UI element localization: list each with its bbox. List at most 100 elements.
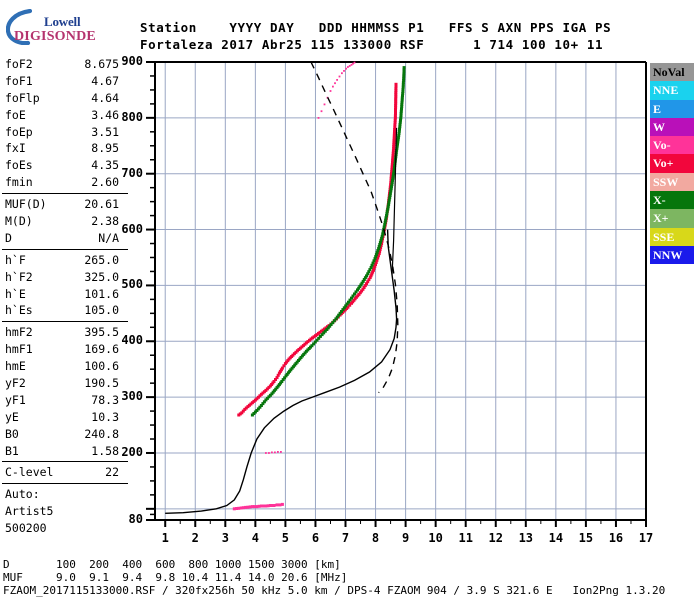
data-point bbox=[393, 128, 397, 131]
x-axis-tick-label: 2 bbox=[191, 531, 199, 545]
param-row: C-level 22 bbox=[0, 464, 132, 481]
data-point bbox=[257, 504, 261, 508]
param-name: yE bbox=[5, 409, 19, 424]
data-point bbox=[328, 324, 332, 328]
data-point bbox=[282, 364, 286, 368]
y-axis-tick-label: 400 bbox=[121, 333, 143, 348]
legend-item-nne[interactable]: NNE bbox=[650, 81, 694, 100]
data-point bbox=[265, 452, 267, 454]
data-point bbox=[331, 321, 335, 325]
station-value-row: Fortaleza 2017 Abr25 115 133000 RSF 1 71… bbox=[140, 37, 604, 52]
data-point bbox=[365, 274, 368, 278]
data-point bbox=[274, 387, 278, 391]
data-point bbox=[391, 149, 395, 153]
data-point bbox=[275, 503, 279, 507]
param-name: foE bbox=[5, 107, 26, 122]
data-point bbox=[396, 140, 400, 144]
data-point bbox=[370, 272, 374, 276]
data-point bbox=[392, 172, 395, 176]
data-point bbox=[361, 287, 365, 291]
data-point bbox=[390, 163, 394, 167]
data-point bbox=[266, 504, 270, 508]
data-point bbox=[320, 110, 323, 113]
param-name: h`F2 bbox=[5, 269, 33, 284]
param-value: 4.67 bbox=[91, 73, 119, 88]
data-point bbox=[356, 288, 359, 292]
data-point bbox=[353, 292, 356, 296]
param-name: h`Es bbox=[5, 303, 33, 318]
data-point bbox=[391, 156, 395, 160]
x-axis-tick-label: 9 bbox=[401, 531, 410, 545]
data-point bbox=[232, 507, 236, 511]
data-point bbox=[391, 174, 395, 178]
legend-item-x-[interactable]: X+ bbox=[650, 209, 694, 228]
data-point bbox=[270, 392, 274, 396]
data-point bbox=[375, 258, 379, 262]
param-group-muf: MUF(D) 20.61 M(D) 2.38 D N/A bbox=[0, 196, 132, 247]
data-point bbox=[389, 187, 393, 191]
param-divider-3 bbox=[2, 321, 128, 323]
profile-curve bbox=[165, 229, 398, 514]
data-point bbox=[343, 70, 345, 72]
data-point bbox=[380, 236, 384, 240]
param-name: hmF2 bbox=[5, 325, 33, 340]
param-value: 10.3 bbox=[91, 409, 119, 424]
data-point bbox=[402, 66, 406, 70]
data-point bbox=[392, 136, 396, 140]
data-point bbox=[402, 68, 406, 72]
data-point bbox=[357, 286, 361, 290]
legend-item-noval[interactable]: NoVal bbox=[650, 63, 694, 82]
legend-item-ssw[interactable]: SSW bbox=[650, 172, 694, 192]
data-point bbox=[332, 85, 334, 88]
param-name: foF2 bbox=[5, 57, 33, 71]
data-point bbox=[368, 268, 372, 272]
data-point bbox=[394, 97, 398, 101]
data-point bbox=[386, 207, 390, 211]
data-point bbox=[397, 132, 401, 135]
legend-item-nnw[interactable]: NNW bbox=[650, 245, 694, 265]
data-point bbox=[357, 292, 361, 296]
param-value: 101.6 bbox=[84, 286, 119, 301]
data-point bbox=[387, 202, 391, 206]
data-point bbox=[381, 232, 385, 236]
data-point bbox=[398, 123, 402, 127]
data-point bbox=[369, 266, 373, 269]
data-point bbox=[377, 252, 381, 256]
param-row: M(D) 2.38 bbox=[0, 213, 132, 230]
x-axis-tick-label: 10 bbox=[428, 531, 443, 545]
data-point bbox=[394, 95, 398, 99]
data-point bbox=[376, 249, 380, 253]
legend-item-x-[interactable]: X- bbox=[650, 191, 694, 210]
legend-item-e[interactable]: E bbox=[650, 99, 694, 118]
data-point bbox=[352, 62, 354, 65]
data-point bbox=[335, 315, 339, 319]
legend-item-w[interactable]: W bbox=[650, 117, 694, 137]
param-row: B0 240.8 bbox=[0, 426, 132, 443]
data-point bbox=[281, 378, 285, 382]
data-point bbox=[373, 264, 377, 268]
data-point bbox=[396, 138, 400, 142]
data-point bbox=[332, 319, 336, 323]
legend-item-vo-[interactable]: Vo+ bbox=[650, 154, 694, 173]
legend-item-vo-[interactable]: Vo- bbox=[650, 136, 694, 155]
data-point bbox=[394, 101, 398, 105]
param-row: hmE 100.6 bbox=[0, 358, 132, 375]
data-point bbox=[334, 317, 338, 321]
data-point bbox=[399, 114, 403, 118]
data-point bbox=[306, 340, 310, 344]
param-row: MUF(D) 20.61 bbox=[0, 196, 132, 213]
data-point bbox=[278, 503, 282, 507]
data-point bbox=[393, 164, 397, 167]
data-point bbox=[395, 144, 399, 148]
param-value: 4.64 bbox=[91, 90, 119, 105]
legend-item-sse[interactable]: SSE bbox=[650, 227, 694, 246]
data-point bbox=[400, 105, 404, 109]
data-point bbox=[402, 78, 406, 82]
param-group-auto: Auto: Artist5 500200 bbox=[0, 486, 132, 537]
data-point bbox=[289, 368, 293, 372]
data-point bbox=[261, 402, 265, 406]
data-point bbox=[255, 505, 259, 509]
data-point bbox=[345, 67, 347, 70]
